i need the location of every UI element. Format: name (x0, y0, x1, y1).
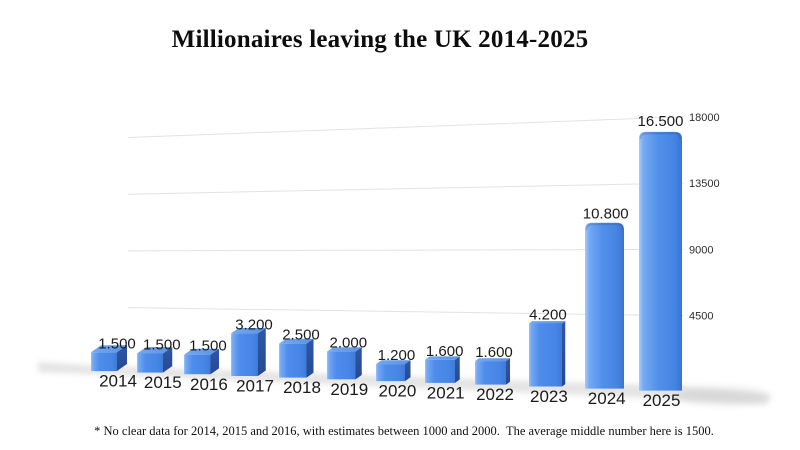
value-label: 1.500 (143, 337, 181, 354)
value-label: 2.500 (282, 327, 320, 344)
bar-front-face (376, 364, 405, 382)
bar-top-face (231, 327, 266, 334)
bar-side-face (117, 345, 127, 371)
footnote: * No clear data for 2014, 2015 and 2016,… (94, 424, 714, 438)
x-axis-label: 2015 (144, 373, 182, 392)
bar-2018 (279, 338, 314, 378)
bar-side-face (163, 346, 173, 373)
bar-side-face (355, 347, 362, 380)
value-label: 4.200 (529, 306, 567, 323)
bar-top-face (91, 345, 127, 353)
y-axis-tick-label: 13500 (689, 178, 720, 190)
y-axis-tick-label: 9000 (689, 244, 713, 256)
bar-top-face (376, 360, 411, 365)
gridline-13500 (127, 182, 685, 195)
bar-side-face (210, 348, 219, 375)
value-label: 16.500 (638, 113, 684, 130)
bar-2022 (475, 358, 510, 385)
x-axis-label: 2014 (99, 372, 137, 391)
floor-shadow-right (676, 388, 768, 404)
bar-front-face (425, 359, 455, 383)
bar-2020 (376, 360, 411, 382)
x-axis-label: 2021 (427, 383, 465, 402)
bar-side-face (306, 338, 314, 378)
bar-top-face (279, 338, 314, 344)
x-axis-label: 2024 (588, 389, 626, 408)
bar-2019 (327, 347, 362, 380)
bar-top-face (184, 348, 219, 355)
bar-top-face (425, 356, 460, 360)
x-axis-label: 2017 (236, 376, 274, 395)
bar-front-face (585, 222, 624, 389)
value-label: 1.200 (378, 347, 416, 364)
bar-front-face (137, 353, 163, 373)
y-axis-tick-label: 4500 (689, 311, 713, 323)
x-axis-label: 2016 (190, 375, 228, 394)
value-label: 3.200 (235, 316, 273, 333)
x-axis-label: 2020 (378, 382, 416, 401)
y-axis-tick-label: 18000 (689, 112, 720, 124)
bar-front-face (279, 343, 307, 378)
bar-front-face (327, 351, 356, 380)
value-label: 1.600 (426, 343, 464, 360)
bar-top-face (475, 358, 510, 362)
bar-side-face (258, 327, 266, 376)
bar-front-face (91, 352, 117, 372)
bar-top-rim (639, 132, 682, 139)
bar-side-face (455, 356, 460, 383)
x-axis-label: 2025 (643, 391, 681, 410)
gridline-18000 (127, 116, 685, 138)
bar-2023 (529, 321, 566, 387)
value-label: 1.500 (189, 338, 227, 355)
floor-shadow (38, 362, 772, 405)
bar-top-face (327, 347, 362, 352)
bar-front-face (639, 131, 682, 391)
value-label: 1.500 (98, 335, 136, 352)
bar-2017 (231, 327, 266, 376)
bar-2021 (425, 356, 460, 383)
bar-2024 (585, 222, 624, 389)
bar-side-face (506, 358, 510, 385)
bar-top-rim (585, 223, 624, 230)
bar-side-face (405, 360, 411, 382)
bar-side-face (562, 321, 566, 387)
bar-2015 (137, 346, 173, 373)
bar-2016 (184, 348, 219, 375)
bar-top-face (529, 321, 566, 324)
x-axis-label: 2019 (330, 380, 368, 399)
bar-2025 (639, 131, 682, 391)
bar-front-face (231, 333, 258, 376)
bar-front-face (529, 323, 562, 387)
value-label: 2.000 (330, 335, 368, 352)
bar-top-face (137, 346, 173, 354)
value-label: 1.600 (475, 344, 513, 361)
x-axis-label: 2023 (530, 387, 568, 406)
bar-front-face (184, 354, 211, 375)
x-axis-label: 2018 (283, 378, 321, 397)
chart-title: Millionaires leaving the UK 2014-2025 (171, 26, 589, 53)
x-axis-label: 2022 (476, 385, 514, 404)
value-label: 10.800 (583, 206, 629, 223)
bar-2014 (91, 345, 127, 372)
bar-front-face (475, 361, 506, 385)
